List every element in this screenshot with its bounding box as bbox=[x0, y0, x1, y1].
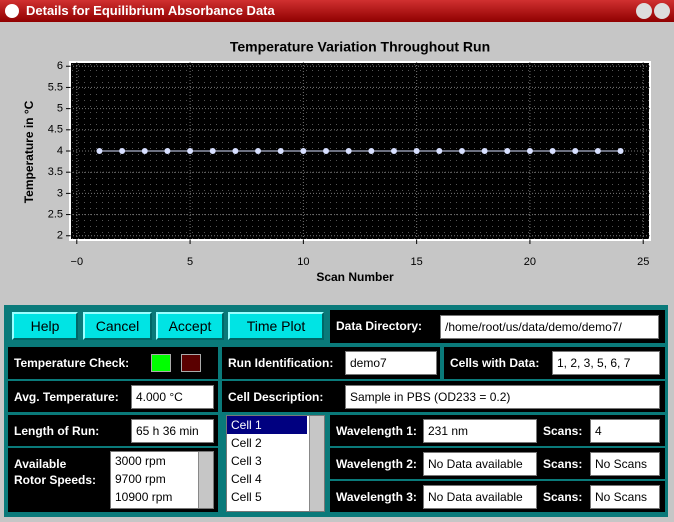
y-tick-label: 6 bbox=[57, 60, 63, 72]
cells-field[interactable]: 1, 2, 3, 5, 6, 7 bbox=[552, 351, 660, 375]
run-id-field[interactable]: demo7 bbox=[345, 351, 437, 375]
data-point bbox=[164, 148, 171, 154]
data-point bbox=[481, 148, 488, 154]
data-point bbox=[323, 148, 330, 154]
temperature-indicator bbox=[181, 354, 201, 372]
time-plot-button[interactable]: Time Plot bbox=[228, 312, 324, 340]
label: Run Identification: bbox=[228, 356, 334, 370]
chart-title: Temperature Variation Throughout Run bbox=[230, 39, 490, 55]
data-point bbox=[345, 148, 352, 154]
label: Cell Description: bbox=[228, 390, 324, 404]
data-point bbox=[436, 148, 443, 154]
data-point bbox=[96, 148, 103, 154]
x-tick-label: 5 bbox=[187, 256, 193, 268]
window-icon bbox=[5, 4, 19, 18]
y-tick-label: 5 bbox=[57, 103, 63, 115]
data-point bbox=[232, 148, 239, 154]
data-point bbox=[141, 148, 148, 154]
data-point bbox=[277, 148, 284, 154]
label: Available Rotor Speeds: bbox=[14, 457, 97, 487]
list-item-selected[interactable]: Cell 1 bbox=[227, 416, 307, 434]
length-of-run-field[interactable]: 65 h 36 min bbox=[131, 419, 214, 443]
list-item[interactable]: Cell 4 bbox=[231, 472, 262, 486]
label: Scans: bbox=[543, 457, 583, 471]
data-point bbox=[119, 148, 126, 154]
label: Temperature Check: bbox=[14, 356, 130, 370]
scans-field[interactable]: No Scans bbox=[590, 485, 660, 509]
minimize-button[interactable] bbox=[636, 3, 652, 19]
scrollbar[interactable] bbox=[309, 416, 324, 511]
title-bar: Details for Equilibrium Absorbance Data bbox=[0, 0, 674, 22]
close-button[interactable] bbox=[654, 3, 670, 19]
label: Avg. Temperature: bbox=[14, 390, 119, 404]
x-tick-label: 20 bbox=[524, 256, 536, 268]
y-tick-label: 4 bbox=[57, 145, 63, 157]
wavelength-field[interactable]: No Data available bbox=[423, 485, 537, 509]
label: Data Directory: bbox=[336, 319, 423, 333]
data-point bbox=[617, 148, 624, 154]
data-point bbox=[187, 148, 194, 154]
y-tick-label: 3.5 bbox=[48, 166, 63, 178]
wavelength-field[interactable]: 231 nm bbox=[423, 419, 537, 443]
y-axis-label: Temperature in °C bbox=[22, 100, 36, 203]
data-point bbox=[458, 148, 465, 154]
data-point bbox=[572, 148, 579, 154]
accept-button[interactable]: Accept bbox=[156, 312, 224, 340]
data-point bbox=[255, 148, 262, 154]
label: Wavelength 1: bbox=[336, 424, 417, 438]
label: Length of Run: bbox=[14, 424, 100, 438]
chart: Temperature Variation Throughout Run Sca… bbox=[22, 39, 651, 284]
list-item[interactable]: 10900 rpm bbox=[115, 490, 173, 504]
data-point bbox=[526, 148, 533, 154]
data-point bbox=[504, 148, 511, 154]
rotor-speed-list[interactable]: 3000 rpm 9700 rpm 10900 rpm bbox=[110, 451, 214, 509]
data-point bbox=[368, 148, 375, 154]
data-directory-field[interactable]: /home/root/us/data/demo/demo7/ bbox=[440, 315, 659, 339]
list-item[interactable]: Cell 2 bbox=[231, 436, 262, 450]
label: Wavelength 3: bbox=[336, 490, 417, 504]
list-item[interactable]: Cell 3 bbox=[231, 454, 262, 468]
x-tick-label: 15 bbox=[411, 256, 423, 268]
x-tick-label: 10 bbox=[297, 256, 309, 268]
data-point bbox=[300, 148, 307, 154]
list-item[interactable]: 3000 rpm bbox=[115, 454, 166, 468]
cell-list[interactable]: Cell 1 Cell 2 Cell 3 Cell 4 Cell 5 bbox=[226, 415, 325, 512]
temperature-indicator bbox=[151, 354, 171, 372]
avg-temperature-field[interactable]: 4.000 °C bbox=[131, 385, 214, 409]
label: Cells with Data: bbox=[450, 356, 540, 370]
cell-description-field[interactable]: Sample in PBS (OD233 = 0.2) bbox=[345, 385, 660, 409]
data-point bbox=[549, 148, 556, 154]
cancel-button[interactable]: Cancel bbox=[83, 312, 152, 340]
label: Wavelength 2: bbox=[336, 457, 417, 471]
data-point bbox=[390, 148, 397, 154]
x-tick-label: 25 bbox=[637, 256, 649, 268]
list-item[interactable]: 9700 rpm bbox=[115, 472, 166, 486]
data-point bbox=[413, 148, 420, 154]
data-point bbox=[209, 148, 216, 154]
list-item[interactable]: Cell 5 bbox=[231, 490, 262, 504]
data-point bbox=[594, 148, 601, 154]
help-button[interactable]: Help bbox=[12, 312, 78, 340]
x-tick-label: −0 bbox=[71, 256, 84, 268]
y-tick-label: 3 bbox=[57, 187, 63, 199]
scans-field[interactable]: 4 bbox=[590, 419, 660, 443]
wavelength-field[interactable]: No Data available bbox=[423, 452, 537, 476]
label: Scans: bbox=[543, 490, 583, 504]
label: Scans: bbox=[543, 424, 583, 438]
y-tick-label: 5.5 bbox=[48, 81, 63, 93]
x-axis-label: Scan Number bbox=[316, 270, 394, 284]
scrollbar[interactable] bbox=[198, 452, 213, 508]
y-tick-label: 4.5 bbox=[48, 124, 63, 136]
y-tick-label: 2.5 bbox=[48, 208, 63, 220]
y-tick-label: 2 bbox=[57, 230, 63, 242]
scans-field[interactable]: No Scans bbox=[590, 452, 660, 476]
